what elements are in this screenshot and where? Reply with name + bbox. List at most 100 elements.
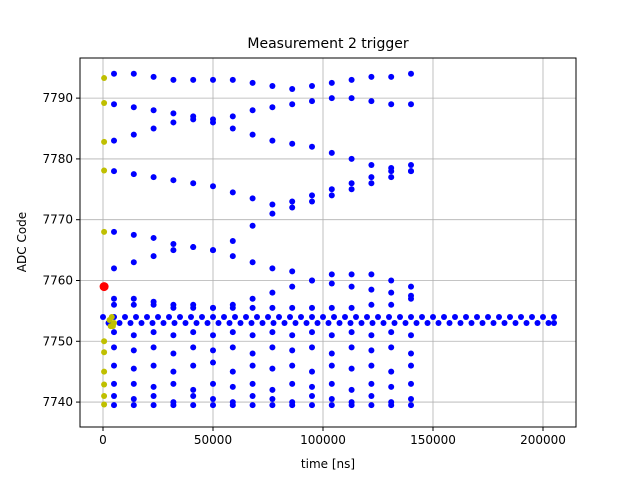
- point: [130, 396, 137, 403]
- point: [397, 313, 404, 320]
- point: [190, 304, 197, 311]
- point: [328, 396, 335, 403]
- point: [111, 402, 118, 409]
- point: [166, 313, 173, 320]
- point: [348, 271, 355, 278]
- point: [249, 362, 256, 369]
- point: [289, 140, 296, 147]
- point: [281, 320, 288, 327]
- point: [408, 402, 415, 409]
- point: [149, 320, 156, 327]
- point: [111, 380, 118, 387]
- point: [368, 332, 375, 339]
- x-tick-label: 200000: [520, 433, 566, 447]
- point: [130, 402, 137, 409]
- point: [408, 396, 415, 403]
- point: [391, 320, 398, 327]
- point: [289, 402, 296, 409]
- point: [309, 192, 316, 199]
- point: [150, 329, 157, 336]
- point: [309, 392, 316, 399]
- point: [289, 304, 296, 311]
- point: [111, 228, 118, 235]
- point: [99, 282, 109, 292]
- point: [309, 368, 316, 375]
- point: [101, 338, 108, 345]
- point: [348, 386, 355, 393]
- point: [369, 320, 376, 327]
- point: [101, 381, 108, 388]
- point: [259, 320, 266, 327]
- point: [150, 344, 157, 351]
- point: [170, 368, 177, 375]
- point: [328, 362, 335, 369]
- point: [265, 313, 272, 320]
- point: [388, 329, 395, 336]
- point: [501, 320, 508, 327]
- point: [269, 386, 276, 393]
- point: [210, 380, 217, 387]
- point: [375, 313, 382, 320]
- point: [309, 98, 316, 105]
- point: [402, 320, 409, 327]
- point: [210, 332, 217, 339]
- point: [170, 241, 177, 248]
- point: [328, 332, 335, 339]
- point: [368, 180, 375, 187]
- point: [269, 265, 276, 272]
- point: [276, 313, 283, 320]
- point: [249, 350, 256, 357]
- point: [446, 320, 453, 327]
- point: [130, 131, 137, 138]
- point: [269, 304, 276, 311]
- point: [424, 320, 431, 327]
- point: [199, 313, 206, 320]
- point: [512, 320, 519, 327]
- point: [101, 167, 108, 174]
- point: [348, 186, 355, 193]
- point: [368, 73, 375, 80]
- point: [309, 82, 316, 89]
- point: [130, 104, 137, 111]
- point: [170, 247, 177, 254]
- x-axis-label: time [ns]: [301, 457, 355, 471]
- y-tick-label: 7740: [42, 395, 73, 409]
- point: [130, 332, 137, 339]
- point: [226, 320, 233, 327]
- point: [331, 313, 338, 320]
- y-tick-label: 7750: [42, 334, 73, 348]
- point: [130, 365, 137, 372]
- point: [170, 119, 177, 126]
- point: [534, 320, 541, 327]
- point: [540, 313, 547, 320]
- point: [269, 210, 276, 217]
- point: [408, 101, 415, 108]
- point: [289, 204, 296, 211]
- point: [368, 301, 375, 308]
- point: [249, 380, 256, 387]
- point: [388, 277, 395, 284]
- point: [364, 313, 371, 320]
- point: [170, 402, 177, 409]
- point: [133, 313, 140, 320]
- point: [130, 380, 137, 387]
- y-tick-label: 7760: [42, 273, 73, 287]
- point: [101, 228, 108, 235]
- point: [190, 386, 197, 393]
- point: [144, 313, 151, 320]
- point: [100, 313, 107, 320]
- point: [496, 313, 503, 320]
- point: [170, 110, 177, 117]
- point: [388, 101, 395, 108]
- point: [328, 149, 335, 156]
- point: [368, 161, 375, 168]
- point: [122, 313, 129, 320]
- point: [430, 313, 437, 320]
- point: [457, 320, 464, 327]
- point: [523, 320, 530, 327]
- point: [101, 75, 108, 82]
- point: [249, 402, 256, 409]
- point: [249, 107, 256, 114]
- point: [419, 313, 426, 320]
- point: [210, 359, 217, 366]
